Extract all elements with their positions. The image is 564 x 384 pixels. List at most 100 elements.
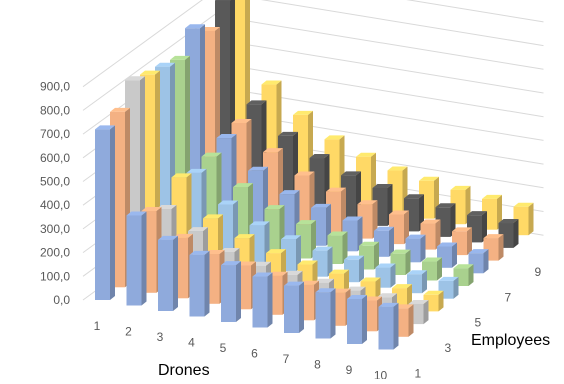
bar-top	[233, 183, 253, 188]
bar	[158, 235, 178, 311]
bar-top	[221, 261, 241, 266]
y-tick-label: 600,0	[40, 151, 70, 165]
bar-top	[378, 302, 399, 307]
bar-top	[347, 294, 367, 299]
x-axis-title: Drones	[158, 362, 210, 379]
z-tick-label: 7	[505, 290, 512, 304]
bar-side	[422, 270, 427, 294]
bar	[315, 288, 336, 339]
bar-top	[186, 168, 207, 173]
bar-top	[201, 152, 222, 157]
bar-top	[311, 203, 331, 208]
bar-top	[357, 200, 378, 205]
bar-top	[110, 107, 130, 112]
bar-side	[437, 257, 442, 281]
bar-side	[344, 269, 349, 295]
bar-top	[309, 154, 330, 159]
bar-top	[264, 205, 285, 210]
bar-side	[342, 231, 348, 264]
bar-top	[246, 100, 267, 105]
y-tick-label: 200,0	[40, 246, 70, 260]
bar-side	[236, 261, 241, 322]
z-tick-label: 5	[475, 316, 482, 330]
y-tick-label: 0,0	[53, 293, 70, 307]
bar-side	[483, 249, 489, 274]
z-tick-label: 9	[535, 265, 542, 279]
x-tick-label: 10	[374, 369, 388, 380]
bar-side	[299, 281, 304, 333]
bar-top	[188, 227, 208, 232]
bar-top	[498, 219, 519, 224]
y-tick-label: 800,0	[40, 103, 70, 117]
bar-top	[467, 211, 487, 216]
bar	[378, 302, 399, 350]
bar-top	[125, 76, 145, 81]
bar-front	[284, 285, 299, 333]
bar-top	[341, 171, 361, 176]
bar-side	[468, 264, 474, 286]
bar-side	[110, 125, 115, 300]
x-tick-label: 3	[157, 330, 164, 344]
bar-side	[435, 219, 441, 250]
bar-top	[234, 234, 255, 239]
y-tick-label: 100,0	[40, 269, 70, 283]
bar-top	[155, 62, 175, 67]
bar-top	[356, 152, 376, 157]
bar-side	[362, 294, 367, 344]
bar-top	[450, 185, 471, 190]
bar-top	[405, 234, 426, 239]
bar-top	[377, 293, 397, 298]
bar-top	[293, 110, 313, 115]
bar-top	[218, 200, 238, 205]
bar-side	[528, 202, 534, 236]
y-tick-label: 500,0	[40, 175, 70, 189]
bar	[126, 211, 147, 306]
bar-side	[173, 235, 178, 311]
bar-front	[95, 129, 110, 300]
y-tick-label: 300,0	[40, 222, 70, 236]
bar-top	[326, 187, 346, 192]
bar-top	[437, 242, 457, 247]
bar-front	[347, 298, 362, 344]
y-tick-labels: 0,0 100,0 200,0 300,0 400,0 500,0 600,0 700,0 80…	[40, 80, 70, 307]
bar	[95, 125, 115, 300]
bar-top	[278, 131, 298, 136]
bar-side	[408, 304, 414, 337]
bar-top	[141, 207, 162, 212]
bar-top	[438, 276, 459, 281]
bar-top	[420, 219, 441, 224]
bar-front	[126, 215, 142, 306]
bar-top	[360, 277, 381, 282]
bar	[344, 255, 364, 283]
y-tick-label: 900,0	[40, 80, 70, 94]
bar-top	[468, 249, 489, 254]
gridline	[82, 0, 544, 111]
x-tick-label: 4	[188, 336, 195, 350]
bar-top	[407, 270, 427, 275]
bar-top	[231, 118, 252, 123]
bar-top	[513, 202, 534, 207]
bar-side	[497, 194, 502, 230]
bar-side	[450, 203, 456, 237]
gridline	[82, 0, 544, 88]
bar-top	[435, 203, 456, 208]
bar-side	[405, 249, 411, 275]
bar-top	[387, 166, 408, 171]
bar-top	[312, 246, 333, 251]
bar	[221, 261, 241, 322]
bar-front	[221, 265, 236, 322]
bar-side	[267, 272, 273, 328]
bar-top	[374, 226, 394, 231]
bar-top	[297, 260, 318, 265]
bar-top	[408, 299, 429, 304]
bar-top	[281, 235, 301, 240]
bar-top	[294, 171, 315, 176]
bar-top	[453, 264, 474, 269]
bar-top	[389, 210, 409, 215]
bar-top	[359, 241, 379, 246]
bar-top	[171, 173, 192, 178]
bar-top	[296, 220, 316, 225]
bar-top	[249, 221, 270, 226]
z-tick-label: 3	[445, 341, 452, 355]
